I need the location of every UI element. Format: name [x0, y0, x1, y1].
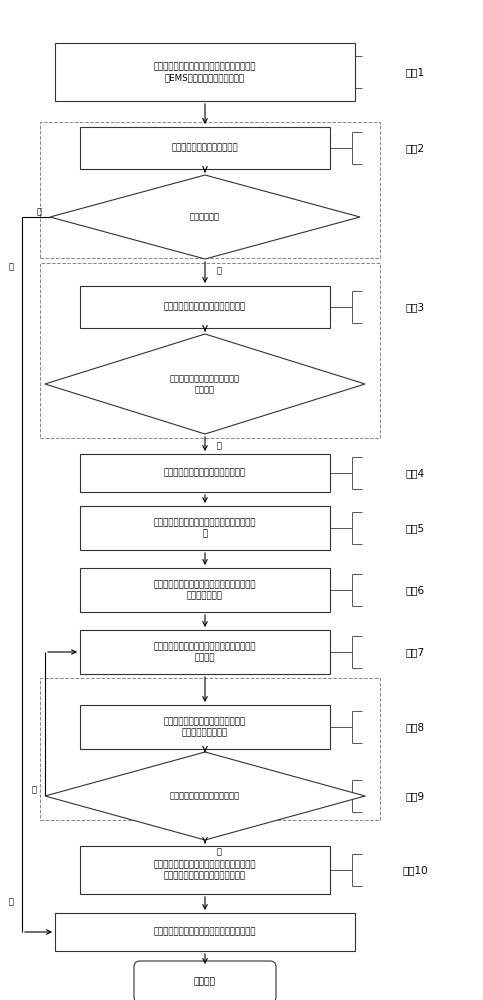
Text: 分别计算各档位线性加权因子对应的过载辅助
决策措施: 分别计算各档位线性加权因子对应的过载辅助 决策措施 — [154, 642, 256, 662]
Text: 步骤7: 步骤7 — [405, 647, 425, 657]
Text: 存在过载设备: 存在过载设备 — [190, 213, 220, 222]
Text: 对可中断负荷切除总量差值大于计算精度的线
性加权因子搜索区间确定新增的档位: 对可中断负荷切除总量差值大于计算精度的线 性加权因子搜索区间确定新增的档位 — [154, 860, 256, 880]
Text: 由调度运行人员选择最终的过载辅助决策措施: 由调度运行人员选择最终的过载辅助决策措施 — [154, 928, 256, 936]
Text: 步骤4: 步骤4 — [405, 468, 425, 478]
Text: 步骤6: 步骤6 — [405, 585, 425, 595]
Text: 相邻档措施量差值大于计算精度: 相邻档措施量差值大于计算精度 — [170, 792, 240, 800]
FancyBboxPatch shape — [80, 127, 330, 169]
Text: 否: 否 — [37, 208, 42, 217]
Text: 检测当前状态下设备过载情况: 检测当前状态下设备过载情况 — [171, 143, 238, 152]
Text: 步骤1: 步骤1 — [405, 67, 425, 77]
Text: 根据并行计算平台的核数对线性加权因子的变
化范围进行分档: 根据并行计算平台的核数对线性加权因子的变 化范围进行分档 — [154, 580, 256, 600]
Text: 步骤5: 步骤5 — [405, 523, 425, 533]
Text: 计算可中断负荷对两目标函数的综合贡献度指
标: 计算可中断负荷对两目标函数的综合贡献度指 标 — [154, 518, 256, 538]
Text: 计算各档位的可中断负荷切除总量和
可中断负荷切除总数: 计算各档位的可中断负荷切除总量和 可中断负荷切除总数 — [164, 717, 246, 737]
FancyBboxPatch shape — [55, 43, 355, 101]
FancyBboxPatch shape — [134, 961, 276, 1000]
Text: 结束计算: 结束计算 — [194, 978, 216, 986]
Text: 计算可中断负荷的功率转移分布因子: 计算可中断负荷的功率转移分布因子 — [164, 468, 246, 478]
Text: 步骤8: 步骤8 — [405, 722, 425, 732]
FancyBboxPatch shape — [80, 630, 330, 674]
Text: 是: 是 — [32, 786, 37, 794]
Text: 步骤3: 步骤3 — [405, 302, 425, 312]
Polygon shape — [45, 334, 365, 434]
FancyBboxPatch shape — [80, 506, 330, 550]
Text: 是: 是 — [217, 266, 222, 275]
Text: 否: 否 — [217, 441, 222, 450]
FancyBboxPatch shape — [55, 913, 355, 951]
Text: 步骤10: 步骤10 — [402, 865, 428, 875]
FancyBboxPatch shape — [80, 454, 330, 492]
Text: 步骤2: 步骤2 — [405, 143, 425, 153]
Text: 否: 否 — [217, 847, 222, 856]
Text: 检测过载设备关联发电机的可调空间: 检测过载设备关联发电机的可调空间 — [164, 302, 246, 312]
Polygon shape — [45, 752, 365, 840]
FancyBboxPatch shape — [80, 705, 330, 749]
Polygon shape — [50, 175, 360, 259]
Text: 获取可中断负荷的可控容量并建立可中断负荷
与EMS中的等值负荷的对应关系: 获取可中断负荷的可控容量并建立可中断负荷 与EMS中的等值负荷的对应关系 — [154, 62, 256, 82]
Text: 是: 是 — [9, 898, 14, 906]
FancyBboxPatch shape — [80, 846, 330, 894]
Text: 增加自身关联发电机的有功降低
过载程度: 增加自身关联发电机的有功降低 过载程度 — [170, 374, 240, 394]
FancyBboxPatch shape — [80, 568, 330, 612]
Text: 步骤9: 步骤9 — [405, 791, 425, 801]
Text: 否: 否 — [9, 262, 14, 271]
FancyBboxPatch shape — [80, 286, 330, 328]
